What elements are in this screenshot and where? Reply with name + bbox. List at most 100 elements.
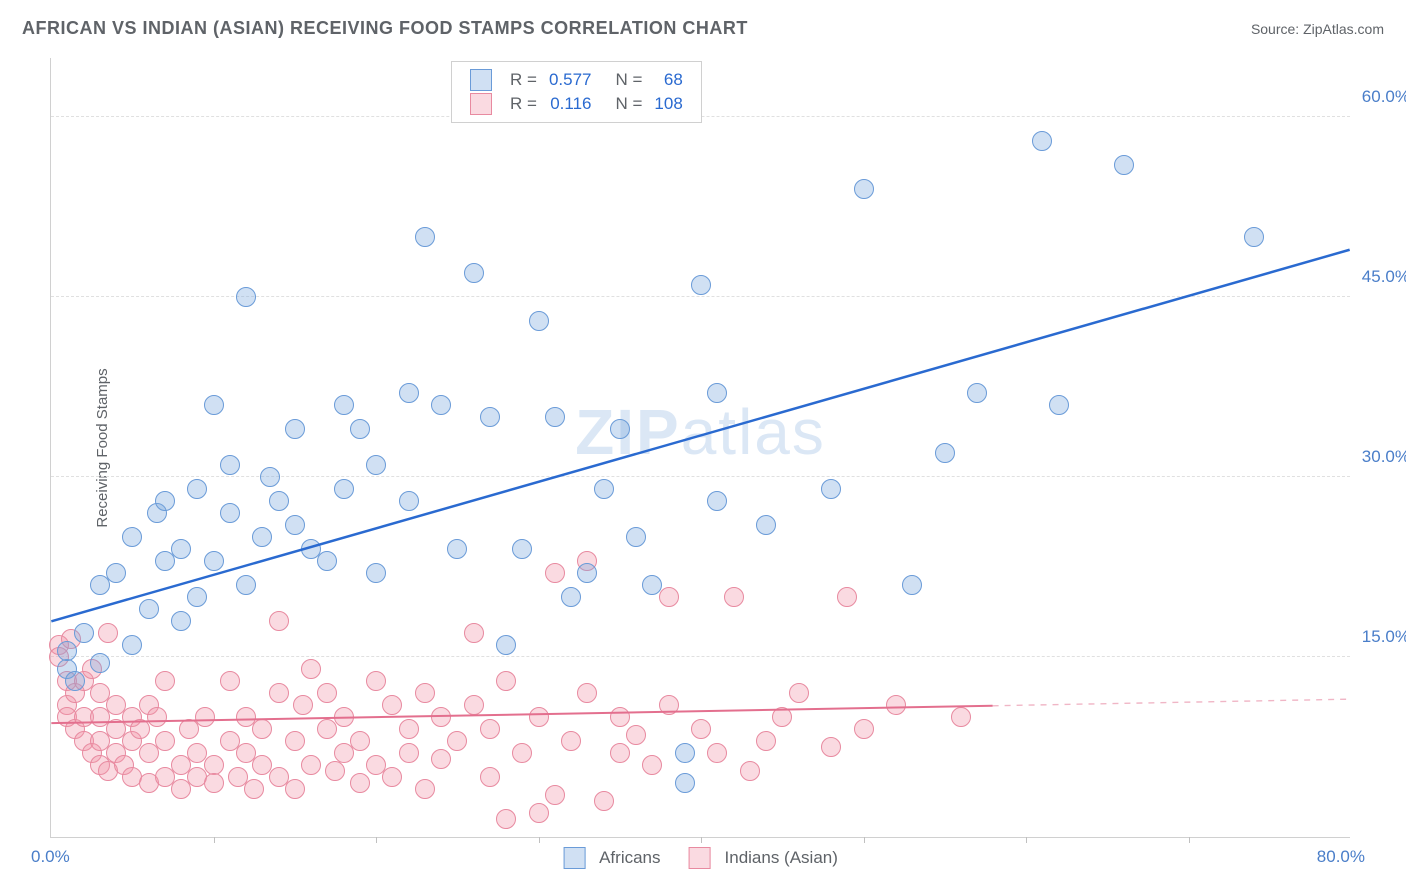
scatter-point-indians bbox=[610, 743, 630, 763]
scatter-point-indians bbox=[98, 623, 118, 643]
scatter-point-indians bbox=[610, 707, 630, 727]
scatter-point-indians bbox=[195, 707, 215, 727]
scatter-point-indians bbox=[269, 683, 289, 703]
swatch-africans bbox=[470, 69, 492, 91]
scatter-point-indians bbox=[147, 707, 167, 727]
x-tick bbox=[1189, 837, 1190, 843]
stats-row-africans: R = 0.577 N = 68 bbox=[464, 68, 689, 92]
n-value-africans: 68 bbox=[648, 68, 688, 92]
r-label: R = bbox=[504, 92, 543, 116]
legend-label-indians: Indians (Asian) bbox=[725, 848, 838, 868]
scatter-point-africans bbox=[447, 539, 467, 559]
scatter-point-africans bbox=[1032, 131, 1052, 151]
scatter-point-indians bbox=[301, 755, 321, 775]
scatter-point-africans bbox=[675, 743, 695, 763]
scatter-point-indians bbox=[496, 809, 516, 829]
scatter-point-africans bbox=[236, 575, 256, 595]
scatter-point-africans bbox=[269, 491, 289, 511]
scatter-point-indians bbox=[293, 695, 313, 715]
r-label: R = bbox=[504, 68, 543, 92]
scatter-point-africans bbox=[220, 455, 240, 475]
scatter-point-africans bbox=[545, 407, 565, 427]
scatter-point-africans bbox=[480, 407, 500, 427]
scatter-point-indians bbox=[317, 683, 337, 703]
source-attribution: Source: ZipAtlas.com bbox=[1251, 21, 1384, 37]
scatter-point-africans bbox=[220, 503, 240, 523]
series-legend: Africans Indians (Asian) bbox=[563, 847, 838, 869]
swatch-indians bbox=[689, 847, 711, 869]
scatter-point-indians bbox=[464, 695, 484, 715]
legend-item-indians[interactable]: Indians (Asian) bbox=[689, 847, 838, 869]
legend-item-africans[interactable]: Africans bbox=[563, 847, 660, 869]
scatter-point-africans bbox=[65, 671, 85, 691]
scatter-point-africans bbox=[561, 587, 581, 607]
swatch-africans bbox=[563, 847, 585, 869]
scatter-point-africans bbox=[204, 551, 224, 571]
r-value-africans: 0.577 bbox=[543, 68, 598, 92]
scatter-point-africans bbox=[366, 563, 386, 583]
scatter-point-indians bbox=[626, 725, 646, 745]
scatter-point-africans bbox=[399, 383, 419, 403]
scatter-point-indians bbox=[285, 731, 305, 751]
scatter-point-africans bbox=[204, 395, 224, 415]
scatter-point-africans bbox=[334, 395, 354, 415]
scatter-point-africans bbox=[1049, 395, 1069, 415]
scatter-point-indians bbox=[707, 743, 727, 763]
scatter-plot: ZIPatlas R = 0.577 N = 68 R = 0.116 N = … bbox=[50, 58, 1350, 838]
scatter-point-indians bbox=[301, 659, 321, 679]
y-tick-label: 15.0% bbox=[1362, 627, 1406, 647]
scatter-point-africans bbox=[1114, 155, 1134, 175]
scatter-point-indians bbox=[399, 743, 419, 763]
scatter-point-indians bbox=[382, 767, 402, 787]
scatter-point-indians bbox=[431, 707, 451, 727]
x-axis-max-label: 80.0% bbox=[1317, 847, 1365, 867]
source-link[interactable]: ZipAtlas.com bbox=[1303, 21, 1384, 37]
scatter-point-indians bbox=[350, 731, 370, 751]
scatter-point-africans bbox=[155, 491, 175, 511]
gridline bbox=[51, 656, 1350, 657]
x-tick bbox=[701, 837, 702, 843]
scatter-point-africans bbox=[610, 419, 630, 439]
scatter-point-africans bbox=[675, 773, 695, 793]
scatter-point-indians bbox=[464, 623, 484, 643]
scatter-point-africans bbox=[285, 419, 305, 439]
scatter-point-africans bbox=[350, 419, 370, 439]
scatter-point-indians bbox=[512, 743, 532, 763]
y-axis-title: Receiving Food Stamps bbox=[94, 368, 111, 527]
scatter-point-africans bbox=[285, 515, 305, 535]
scatter-point-africans bbox=[399, 491, 419, 511]
scatter-point-indians bbox=[325, 761, 345, 781]
y-tick-label: 30.0% bbox=[1362, 447, 1406, 467]
scatter-point-indians bbox=[220, 671, 240, 691]
scatter-point-indians bbox=[529, 707, 549, 727]
scatter-point-africans bbox=[967, 383, 987, 403]
x-tick bbox=[539, 837, 540, 843]
scatter-point-africans bbox=[642, 575, 662, 595]
scatter-point-indians bbox=[204, 755, 224, 775]
scatter-point-africans bbox=[90, 653, 110, 673]
scatter-point-indians bbox=[415, 779, 435, 799]
scatter-point-indians bbox=[659, 695, 679, 715]
scatter-point-africans bbox=[122, 635, 142, 655]
scatter-point-africans bbox=[122, 527, 142, 547]
scatter-point-africans bbox=[74, 623, 94, 643]
scatter-point-indians bbox=[252, 719, 272, 739]
x-tick bbox=[1026, 837, 1027, 843]
scatter-point-indians bbox=[886, 695, 906, 715]
scatter-point-africans bbox=[707, 491, 727, 511]
scatter-point-africans bbox=[187, 587, 207, 607]
scatter-point-indians bbox=[529, 803, 549, 823]
x-tick bbox=[214, 837, 215, 843]
scatter-point-africans bbox=[431, 395, 451, 415]
stats-legend: R = 0.577 N = 68 R = 0.116 N = 108 bbox=[451, 61, 702, 123]
scatter-point-indians bbox=[740, 761, 760, 781]
scatter-point-indians bbox=[642, 755, 662, 775]
n-label: N = bbox=[609, 92, 648, 116]
scatter-point-indians bbox=[756, 731, 776, 751]
scatter-point-africans bbox=[334, 479, 354, 499]
scatter-point-africans bbox=[902, 575, 922, 595]
scatter-point-africans bbox=[496, 635, 516, 655]
scatter-point-africans bbox=[594, 479, 614, 499]
scatter-point-africans bbox=[512, 539, 532, 559]
scatter-point-indians bbox=[415, 683, 435, 703]
